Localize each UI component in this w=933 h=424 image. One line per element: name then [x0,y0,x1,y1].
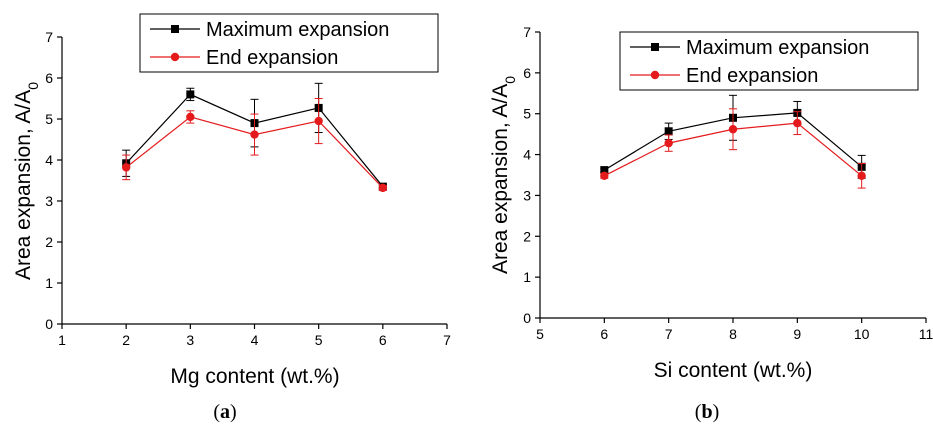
y-tick-label: 4 [45,152,53,168]
data-point-square [664,127,673,136]
legend-marker-square [171,25,179,33]
data-point-circle [250,130,259,139]
data-point-circle [314,116,323,126]
x-tick-label: 10 [854,326,870,342]
legend-box [619,31,919,91]
data-point-circle [600,171,609,181]
y-tick-label: 4 [523,147,531,163]
y-axis-label: Area expansion, A/A0 [489,76,518,274]
legend-marker-circle [650,70,660,80]
x-tick-label: 11 [919,326,933,342]
series-end-expansion [121,98,388,193]
legend-label: Maximum expansion [686,37,869,59]
y-tick-label: 3 [45,193,53,209]
x-tick-label: 6 [600,326,608,342]
y-tick-label: 2 [523,228,531,244]
series-end-expansion [600,108,866,189]
data-point-circle [857,171,866,181]
legend-box [139,13,439,73]
data-point-circle [378,183,388,193]
y-tick-label: 6 [523,65,531,81]
y-tick-label: 7 [523,24,531,40]
legend-marker-circle [170,52,180,62]
x-tick-label: 9 [793,326,801,342]
y-tick-label: 0 [45,316,53,332]
y-tick-label: 5 [523,106,531,122]
data-point-square [600,166,609,175]
data-point-circle [728,125,738,134]
x-tick-label: 7 [443,332,451,348]
legend-marker-square [651,43,659,51]
x-tick-label: 5 [536,326,544,342]
y-tick-label: 5 [45,111,53,127]
y-tick-label: 1 [45,275,53,291]
y-tick-label: 3 [523,187,531,203]
y-tick-label: 7 [45,29,53,45]
panel-label: (b) [695,401,719,423]
data-point-circle [186,112,195,122]
x-tick-label: 8 [729,326,737,342]
x-tick-label: 7 [665,326,673,342]
data-point-circle [793,118,802,128]
panel-label: (a) [213,401,236,423]
x-tick-label: 2 [122,332,130,348]
y-tick-label: 6 [45,70,53,86]
data-point-circle [121,163,131,172]
legend-label: Maximum expansion [206,19,389,41]
legend-label: End expansion [206,47,338,69]
x-tick-label: 4 [251,332,259,348]
x-tick-label: 6 [379,332,387,348]
x-axis-label: Mg content (wt.%) [170,365,339,388]
legend-label: End expansion [686,65,818,87]
panel-b-chart: 5 6 7 8 9 10 11 0 1 2 3 4 5 6 7 Si content (wt.%) Area e… [489,24,933,423]
y-tick-label: 0 [523,310,531,326]
y-axis-label: Area expansion, A/A0 [12,82,41,280]
legend: Maximum expansion End expansion [139,13,439,73]
data-point-circle [664,138,673,148]
data-point-square [186,90,195,99]
x-tick-label: 5 [315,332,323,348]
legend: Maximum expansion End expansion [619,31,919,91]
y-tick-label: 1 [523,269,531,285]
x-axis-label: Si content (wt.%) [654,359,813,382]
y-tick-label: 2 [45,234,53,250]
x-tick-label: 3 [186,332,194,348]
x-tick-label: 1 [58,332,66,348]
